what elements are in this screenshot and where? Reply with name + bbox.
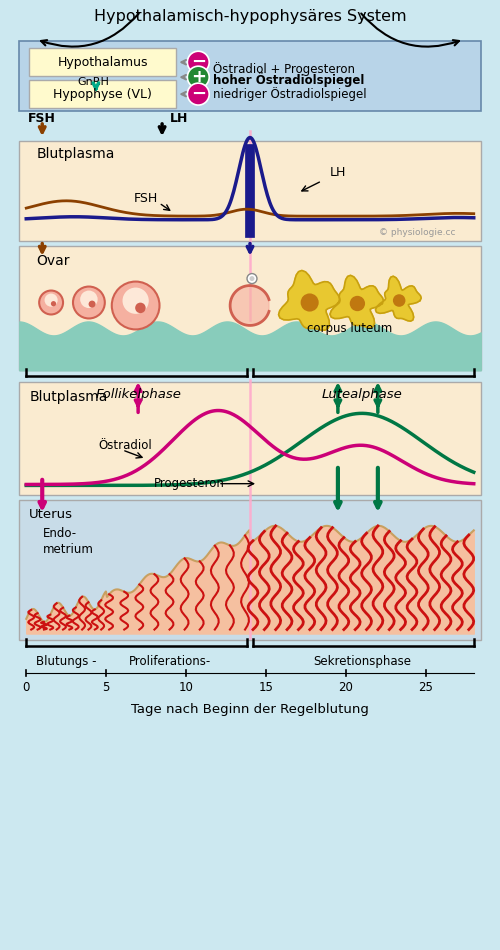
Text: +: + <box>191 67 206 86</box>
Circle shape <box>300 294 318 312</box>
Text: −: − <box>190 85 206 103</box>
Circle shape <box>88 300 96 308</box>
Text: 25: 25 <box>418 681 433 694</box>
Text: Blutplasma: Blutplasma <box>29 390 108 405</box>
Bar <box>20 246 480 370</box>
Bar <box>20 500 480 639</box>
Text: niedriger Östradiolspiegel: niedriger Östradiolspiegel <box>213 87 367 101</box>
Text: Progesteron: Progesteron <box>154 477 225 490</box>
Text: Ovar: Ovar <box>36 254 70 268</box>
Circle shape <box>188 84 209 105</box>
Circle shape <box>44 294 58 307</box>
Text: −: − <box>190 52 206 70</box>
Bar <box>29 48 176 76</box>
Polygon shape <box>376 276 421 321</box>
Bar <box>20 382 480 495</box>
Text: Hypothalamisch-hypophysäres System: Hypothalamisch-hypophysäres System <box>94 9 406 24</box>
Circle shape <box>135 303 145 314</box>
Polygon shape <box>330 276 384 328</box>
Text: Follikelphase: Follikelphase <box>95 388 181 401</box>
Text: Endo-
metrium: Endo- metrium <box>43 527 94 557</box>
Text: 0: 0 <box>22 681 30 694</box>
Text: 10: 10 <box>178 681 194 694</box>
Text: LH: LH <box>170 111 188 124</box>
Text: FSH: FSH <box>134 192 158 205</box>
Text: 15: 15 <box>258 681 274 694</box>
Bar <box>29 80 176 108</box>
Text: 20: 20 <box>338 681 353 694</box>
Circle shape <box>247 274 257 283</box>
Text: Östradiol: Östradiol <box>98 439 152 452</box>
Text: 5: 5 <box>102 681 110 694</box>
Text: GnRH: GnRH <box>77 77 109 87</box>
Text: Sekretionsphase: Sekretionsphase <box>313 655 411 668</box>
Polygon shape <box>230 286 269 326</box>
Text: Uterus: Uterus <box>29 508 73 522</box>
Text: Hypophyse (VL): Hypophyse (VL) <box>54 87 152 101</box>
Bar <box>20 41 480 111</box>
Circle shape <box>250 276 254 281</box>
Circle shape <box>393 294 406 307</box>
Circle shape <box>350 295 365 312</box>
Text: Hypothalamus: Hypothalamus <box>58 56 148 68</box>
Text: hoher Östradiolspiegel: hoher Östradiolspiegel <box>213 71 364 86</box>
Polygon shape <box>278 271 340 330</box>
Text: Blutungs -: Blutungs - <box>36 655 96 668</box>
Circle shape <box>80 291 98 308</box>
Text: Proliferations-: Proliferations- <box>129 655 211 668</box>
Circle shape <box>39 291 63 314</box>
Text: corpus luteum: corpus luteum <box>307 322 392 335</box>
Circle shape <box>112 281 160 330</box>
Circle shape <box>73 287 105 318</box>
Text: Blutplasma: Blutplasma <box>36 147 115 161</box>
Text: Östradiol + Progesteron: Östradiol + Progesteron <box>213 62 355 76</box>
Circle shape <box>188 51 209 73</box>
Text: Tage nach Beginn der Regelblutung: Tage nach Beginn der Regelblutung <box>131 703 369 715</box>
Circle shape <box>51 301 56 306</box>
Text: FSH: FSH <box>28 111 56 124</box>
Circle shape <box>188 66 209 88</box>
Text: Lutealphase: Lutealphase <box>322 388 402 401</box>
Text: © physiologie.cc: © physiologie.cc <box>380 228 456 238</box>
Circle shape <box>122 288 149 314</box>
Text: LH: LH <box>330 166 346 180</box>
Bar <box>20 141 480 240</box>
